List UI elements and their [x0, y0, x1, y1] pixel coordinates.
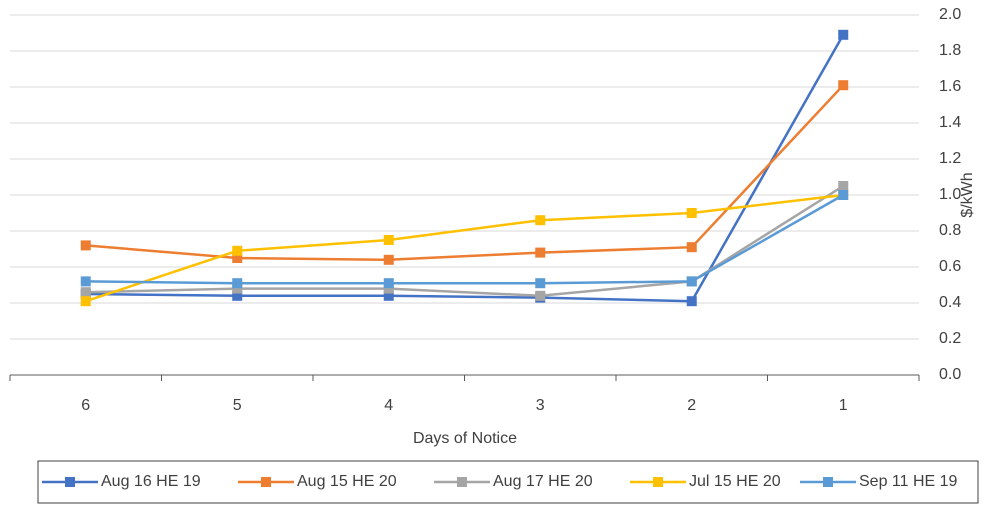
marker — [232, 283, 243, 294]
legend-label: Aug 17 HE 20 — [493, 473, 593, 490]
legend-label: Jul 15 HE 20 — [689, 473, 781, 490]
y-tick-label: 1.8 — [939, 42, 961, 59]
y-tick-label: 1.4 — [939, 114, 961, 131]
legend-marker — [653, 477, 663, 487]
marker — [80, 287, 91, 298]
y-tick-label: 0.4 — [939, 294, 961, 311]
x-tick-label: 6 — [81, 397, 90, 414]
marker — [232, 253, 243, 263]
legend-marker — [823, 477, 833, 487]
x-tick-label: 5 — [233, 397, 242, 414]
marker — [232, 278, 243, 289]
y-tick-label: 0.6 — [939, 258, 961, 275]
marker — [383, 283, 394, 294]
legend-label: Sep 11 HE 19 — [859, 473, 958, 490]
legend-marker — [65, 477, 75, 487]
marker — [838, 80, 849, 91]
marker — [232, 290, 243, 301]
marker — [838, 190, 849, 200]
marker — [383, 290, 394, 301]
marker — [383, 254, 394, 265]
marker — [80, 240, 91, 251]
legend-marker — [261, 477, 271, 487]
y-tick-label: 1.0 — [939, 186, 961, 203]
marker — [535, 278, 546, 289]
legend-label: Aug 16 HE 19 — [101, 473, 201, 490]
y-axis-title: $/kWh — [959, 172, 976, 217]
x-tick-label: 4 — [384, 397, 393, 414]
y-tick-label: 0.8 — [939, 222, 961, 239]
marker — [686, 296, 697, 307]
y-tick-label: 0.0 — [939, 366, 961, 383]
marker — [535, 215, 546, 226]
y-tick-label: 0.2 — [939, 330, 961, 347]
x-tick-label: 3 — [536, 397, 545, 414]
y-tick-label: 2.0 — [939, 6, 961, 23]
marker — [686, 276, 697, 287]
marker — [80, 276, 91, 287]
series-line — [85, 193, 844, 303]
x-tick-label: 1 — [839, 397, 848, 414]
y-tick-label: 1.6 — [939, 78, 961, 95]
series-line — [85, 184, 844, 298]
legend-marker — [457, 477, 467, 487]
marker — [838, 29, 849, 40]
marker — [535, 290, 546, 301]
series-line — [85, 34, 845, 303]
x-tick-label: 2 — [687, 397, 696, 414]
series-line — [85, 84, 845, 262]
marker — [686, 208, 697, 218]
x-axis-title: Days of Notice — [413, 430, 517, 447]
marker — [232, 245, 243, 256]
y-tick-label: 1.2 — [939, 150, 961, 167]
legend-box — [37, 460, 979, 504]
marker — [535, 247, 546, 258]
marker — [80, 296, 91, 307]
marker — [383, 278, 394, 289]
legend-label: Aug 15 HE 20 — [297, 473, 397, 490]
series-line — [85, 193, 844, 285]
marker — [838, 181, 849, 191]
marker — [383, 235, 394, 245]
marker — [686, 242, 697, 253]
